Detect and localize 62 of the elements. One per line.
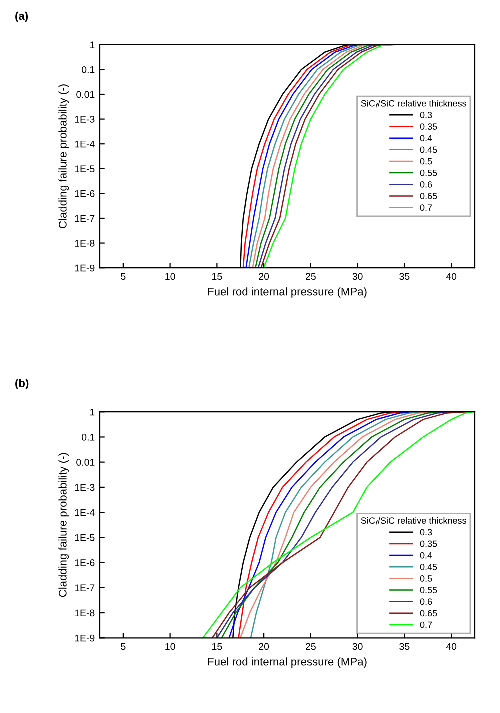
x-tick-label: 5 <box>121 643 126 650</box>
y-tick-label: 1E-5 <box>75 534 95 542</box>
x-tick-label: 30 <box>352 273 363 280</box>
y-axis-title: Cladding failure probability (-) <box>58 84 70 228</box>
legend-label: 0.5 <box>420 158 432 165</box>
y-tick-label: 1E-8 <box>75 610 95 617</box>
legend-label: 0.35 <box>420 540 438 548</box>
legend-label: 0.6 <box>420 181 432 188</box>
legend-label: 0.65 <box>420 610 438 617</box>
x-axis-title: Fuel rod internal pressure (MPa) <box>208 288 367 298</box>
legend-title: SiC$_{f}$/SiC relative thickness <box>361 517 466 526</box>
legend-label: 0.7 <box>420 204 432 212</box>
legend-label: 0.6 <box>420 598 432 606</box>
y-tick-label: 1E-7 <box>75 215 95 222</box>
x-tick-label: 15 <box>212 273 222 280</box>
y-tick-label: 1E-9 <box>75 634 95 642</box>
y-tick-label: 1E-7 <box>75 584 95 592</box>
y-tick-label: 1E-6 <box>75 560 95 566</box>
legend-label: 0.45 <box>420 146 438 154</box>
legend-label: 0.45 <box>420 564 438 570</box>
legend-label: 0.4 <box>420 135 432 142</box>
y-tick-label: 1 <box>90 408 95 416</box>
y-tick-label: 1E-6 <box>75 190 95 198</box>
x-tick-label: 35 <box>400 273 410 280</box>
y-tick-label: 0.01 <box>76 91 95 98</box>
x-tick-label: 20 <box>259 643 270 650</box>
y-axis-title: Cladding failure probability (-) <box>58 453 70 598</box>
legend-label: 0.65 <box>420 193 438 200</box>
y-tick-label: 1E-4 <box>75 509 95 516</box>
legend-title: SiC$_{f}$/SiC relative thickness <box>361 100 466 108</box>
x-tick-label: 10 <box>166 273 176 280</box>
y-tick-label: 1E-8 <box>75 240 95 247</box>
y-tick-label: 0.1 <box>82 66 95 74</box>
x-tick-label: 10 <box>166 643 176 650</box>
y-tick-label: 0.1 <box>82 434 95 441</box>
y-tick-label: 1 <box>90 42 95 48</box>
y-tick-label: 1E-5 <box>75 166 95 173</box>
x-tick-label: 15 <box>212 643 222 650</box>
y-tick-label: 0.01 <box>76 459 95 466</box>
y-tick-label: 1E-3 <box>75 484 95 492</box>
y-tick-label: 1E-3 <box>75 116 95 123</box>
x-tick-label: 25 <box>306 273 316 280</box>
x-tick-label: 40 <box>446 273 457 280</box>
x-tick-label: 30 <box>352 643 363 650</box>
y-tick-label: 1E-9 <box>75 264 95 272</box>
x-tick-label: 5 <box>121 273 126 280</box>
y-tick-label: 1E-4 <box>75 140 95 148</box>
legend-label: 0.5 <box>420 576 432 582</box>
legend-label: 0.55 <box>420 170 438 176</box>
legend-label: 0.35 <box>420 124 438 130</box>
legend-label: 0.7 <box>420 622 432 628</box>
legend-label: 0.3 <box>420 112 432 118</box>
x-tick-label: 25 <box>306 643 316 650</box>
legend-label: 0.55 <box>420 587 438 594</box>
legend-label: 0.3 <box>420 529 432 536</box>
legend-label: 0.4 <box>420 552 432 559</box>
chart-title: (a) <box>16 12 28 22</box>
x-tick-label: 35 <box>400 643 410 650</box>
x-tick-label: 40 <box>446 643 457 650</box>
x-tick-label: 20 <box>259 273 270 280</box>
chart-title: (b) <box>16 379 29 390</box>
x-axis-title: Fuel rod internal pressure (MPa) <box>208 658 367 668</box>
